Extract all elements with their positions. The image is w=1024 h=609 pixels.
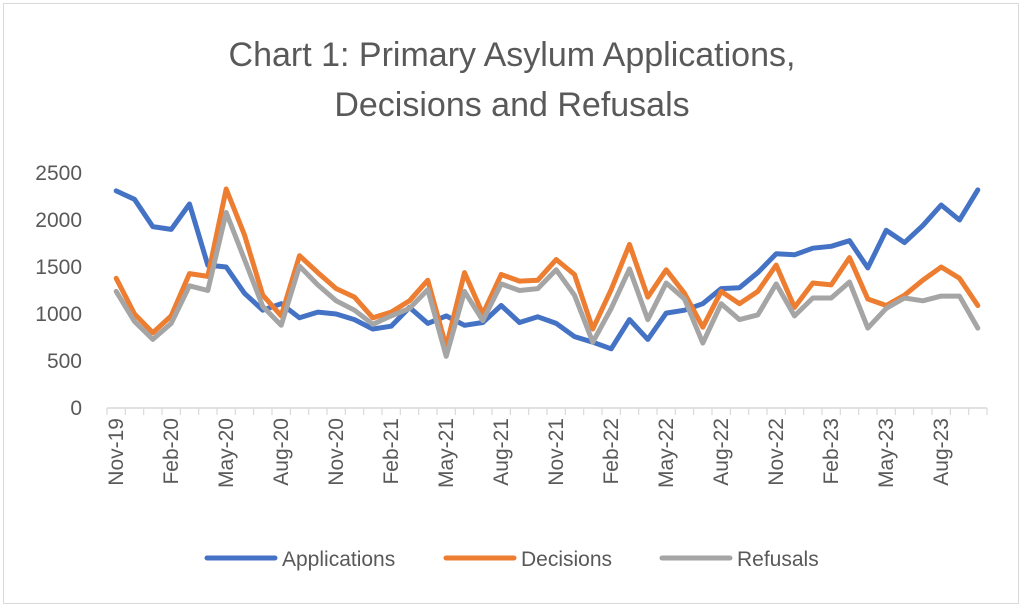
x-tick-label: Feb-21 xyxy=(380,418,403,485)
x-tick-label: May-23 xyxy=(875,418,898,488)
x-tick-label: Aug-20 xyxy=(270,418,293,486)
x-tick-label: May-22 xyxy=(655,418,678,488)
y-tick-label: 1500 xyxy=(35,256,82,279)
chart-title-line-1: Chart 1: Primary Asylum Applications, xyxy=(228,36,796,74)
x-tick-label: Nov-22 xyxy=(765,418,788,486)
series-line-decisions xyxy=(113,186,981,350)
x-tick-label: May-21 xyxy=(435,418,458,488)
x-tick-label: Aug-21 xyxy=(490,418,513,486)
x-tick-label: Feb-22 xyxy=(600,418,623,485)
x-tick-label: Aug-22 xyxy=(710,418,733,486)
chart-area xyxy=(3,3,1019,604)
x-tick-label: Feb-23 xyxy=(820,418,843,485)
x-tick-label: Nov-20 xyxy=(325,418,348,486)
y-axis: 0 500 1000 1500 2000 2500 xyxy=(35,162,82,420)
y-tick-label: 2500 xyxy=(35,162,82,185)
legend: Applications Decisions Refusals xyxy=(204,548,819,571)
x-tick-label: Feb-20 xyxy=(160,418,183,485)
x-tick-label: Nov-21 xyxy=(545,418,568,486)
legend-label-applications: Applications xyxy=(282,548,395,571)
y-tick-label: 0 xyxy=(70,397,82,420)
y-tick-label: 500 xyxy=(47,350,82,373)
series-line-refusals xyxy=(113,210,981,359)
x-tick-label: Aug-23 xyxy=(930,418,953,486)
chart-title-line-2: Decisions and Refusals xyxy=(334,86,690,124)
y-tick-label: 2000 xyxy=(35,209,82,232)
series-line-applications xyxy=(113,187,981,352)
x-tick-label: May-20 xyxy=(215,418,238,488)
y-tick-label: 1000 xyxy=(35,303,82,326)
chart-title: Chart 1: Primary Asylum Applications, De… xyxy=(0,30,1024,130)
series-lines xyxy=(113,186,981,359)
x-axis: Nov-19 Feb-20 May-20 Aug-20 Nov-20 Feb-21 May-… xyxy=(105,407,988,488)
x-tick-label: Nov-19 xyxy=(105,418,128,486)
legend-label-refusals: Refusals xyxy=(737,548,819,571)
legend-label-decisions: Decisions xyxy=(521,548,612,571)
